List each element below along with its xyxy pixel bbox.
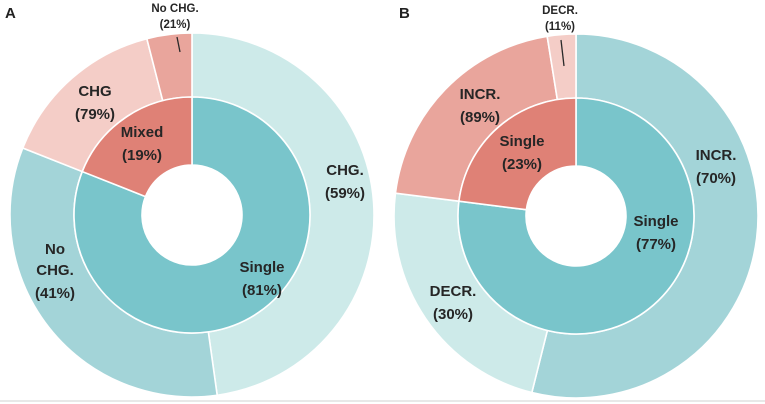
panel-b-center-hole [526, 166, 626, 266]
panel-b-letter: B [399, 5, 410, 22]
panel-b-inner-single-23-percent: (23%) [502, 156, 542, 173]
panel-b-donut-chart: B Single (77%) Single (23%) INCR. (70%) … [393, 5, 759, 399]
panel-b-inner-single-77-percent: (77%) [636, 236, 676, 253]
panel-b-slices [393, 33, 759, 399]
panel-b-outer-red-decr-percent: (11%) [545, 21, 575, 33]
panel-b-outer-red-incr-percent: (89%) [460, 109, 500, 126]
panel-b-outer-incr-label: INCR. [696, 147, 737, 164]
panel-b-outer-decr-percent: (30%) [433, 306, 473, 323]
panel-b-leader-line [560, 39, 565, 67]
panel-b-inner-single-23-label: Single [499, 133, 544, 150]
panel-a-outer-mixed-nochg-percent: (21%) [160, 19, 191, 31]
panel-b-outer-red-decr-label: DECR. [542, 5, 578, 17]
panel-a-outer-mixed-chg-percent: (79%) [75, 106, 115, 123]
panel-a-slices [9, 32, 375, 398]
panel-a-outer-mixed-nochg-label: No CHG. [151, 3, 198, 15]
panel-a-outer-chg-percent: (59%) [325, 185, 365, 202]
panel-a-inner-mixed-percent: (19%) [122, 147, 162, 164]
panel-a-inner-single-percent: (81%) [242, 282, 282, 299]
panel-a-donut-chart: A Single (81%) Mixed (19%) CHG. (59%) No… [5, 3, 375, 398]
panel-b-inner-single-77-label: Single [633, 213, 678, 230]
panel-b-outer-red-incr-label: INCR. [460, 86, 501, 103]
panel-a-inner-mixed-label: Mixed [121, 124, 164, 141]
panel-a-outer-nochg-label-line2: CHG. [36, 262, 74, 279]
panel-a-outer-mixed-chg-label: CHG [78, 83, 111, 100]
panel-a-outer-chg-label: CHG. [326, 162, 364, 179]
panel-a-inner-single-label: Single [239, 259, 284, 276]
panel-a-outer-nochg-percent: (41%) [35, 285, 75, 302]
panel-a-outer-nochg-label-line1: No [45, 241, 65, 258]
panel-b-outer-incr-percent: (70%) [696, 170, 736, 187]
panel-a-center-hole [142, 165, 242, 265]
panel-a-letter: A [5, 5, 16, 22]
panel-a-leader-line [176, 36, 181, 53]
panel-b-outer-decr-label: DECR. [430, 283, 477, 300]
